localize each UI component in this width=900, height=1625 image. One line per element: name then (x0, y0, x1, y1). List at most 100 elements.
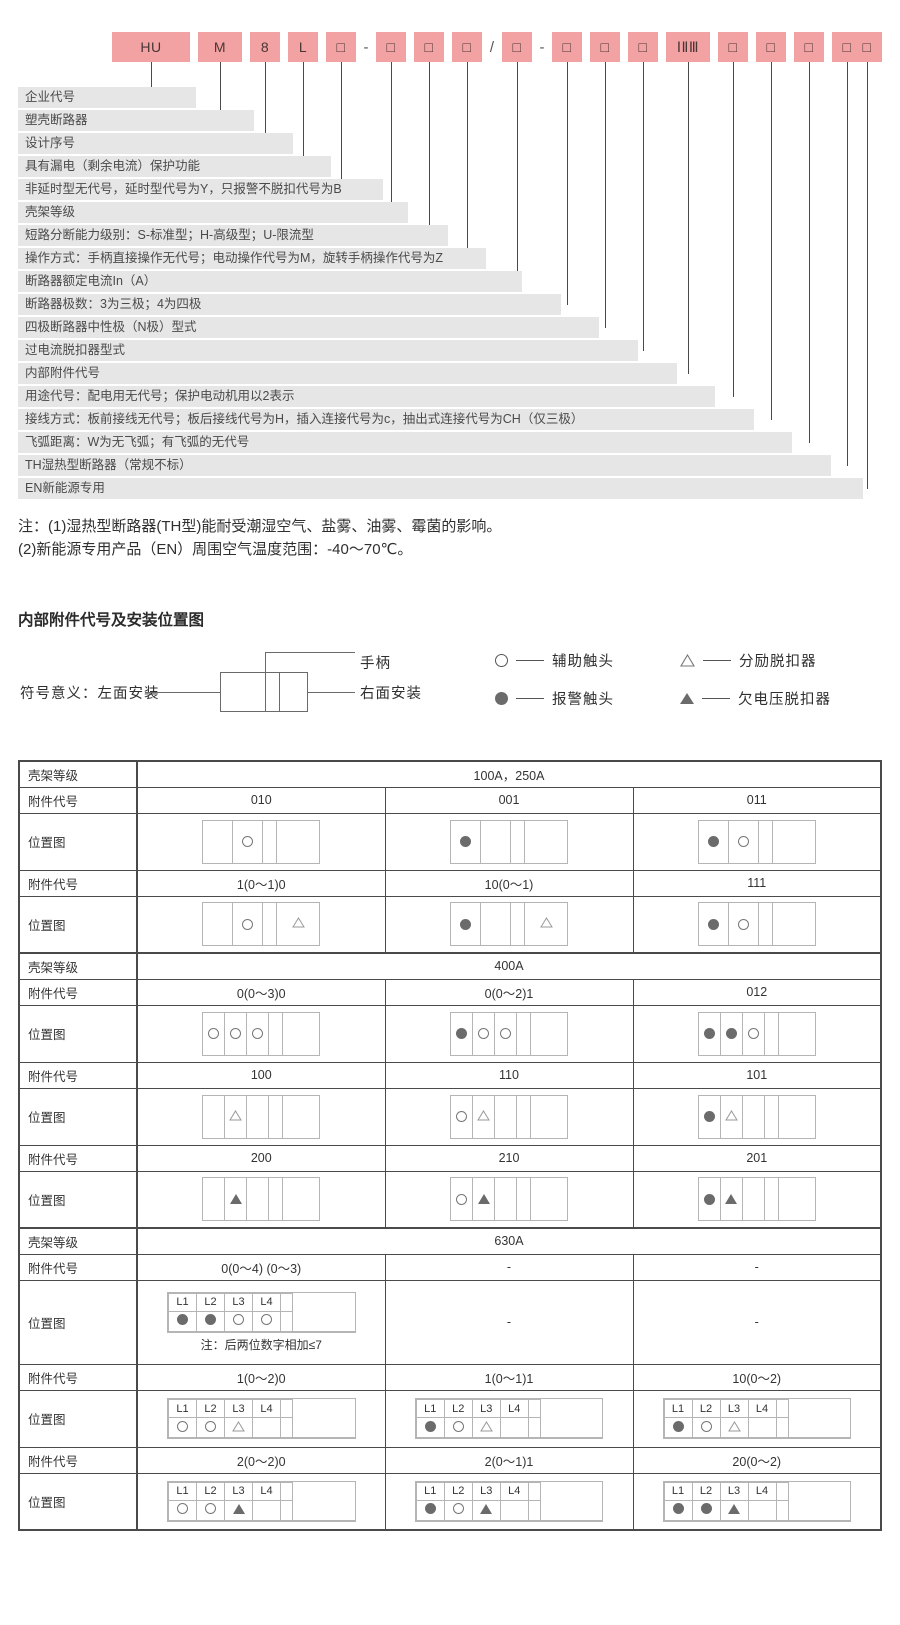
position-diagram-pole-header: L4 (747, 1481, 777, 1501)
legend-item: 报警触头 (495, 688, 614, 709)
position-diagram-slot (252, 1499, 281, 1521)
position-diagram: L1 L2 L3 L4 (390, 1480, 629, 1522)
table-row-label: 位置图 (18, 1004, 138, 1063)
position-diagram-cell: L1 L2 L3 L4 (384, 1389, 634, 1448)
triangle-outline-icon (727, 1420, 741, 1435)
position-diagram-pole-header: L4 (499, 1399, 529, 1418)
circle-outline-icon (737, 918, 749, 930)
accessory-code-value: 101 (632, 1061, 882, 1089)
position-diagram-slot (747, 1417, 777, 1438)
position-diagram-slot (471, 1417, 501, 1438)
position-diagram-cell (136, 812, 386, 871)
position-diagram-pole-header: L4 (252, 1481, 281, 1501)
position-diagram-slot (473, 1095, 495, 1138)
triangle-filled-icon (229, 1194, 242, 1205)
position-diagram: L1 L2 L3 L4 (638, 1480, 877, 1522)
position-diagram-gap (775, 1399, 789, 1418)
position-diagram-pole-header: L4 (499, 1481, 529, 1501)
position-diagram (142, 819, 381, 864)
triangle-outline-icon (291, 917, 305, 931)
model-code-label: TH湿热型断路器（常规不标） (18, 455, 831, 476)
position-diagram-cell (632, 1087, 882, 1146)
position-diagram-gap (280, 1417, 293, 1438)
circle-filled-icon (460, 836, 471, 847)
position-diagram-cell (384, 1170, 634, 1229)
table-row-label: 位置图 (18, 1472, 138, 1531)
position-diagram-slot (691, 1417, 721, 1438)
position-diagram-slot (247, 1178, 270, 1221)
position-diagram-cell: L1 L2 L3 L4 (384, 1472, 634, 1531)
position-diagram-slot (495, 1178, 517, 1221)
table-row-label: 附件代号 (18, 1446, 138, 1474)
circle-filled-icon (703, 1111, 715, 1122)
table-row-label: 壳架等级 (18, 760, 138, 788)
position-diagram-slot (699, 903, 729, 946)
position-diagram-slot (719, 1417, 749, 1438)
position-diagram-pole-header: L2 (443, 1399, 473, 1418)
position-diagram-slot (729, 903, 759, 946)
position-diagram-slot (691, 1499, 721, 1521)
model-code-leader-line (467, 62, 468, 259)
position-diagram-cell (136, 1004, 386, 1063)
position-diagram-slot (168, 1499, 197, 1521)
position-diagram-slot (743, 1178, 765, 1221)
circle-outline-icon (208, 1028, 220, 1039)
position-diagram-slot (263, 820, 278, 863)
position-diagram-cell: L1 L2 L3 L4 (632, 1389, 882, 1448)
position-diagram-pole-header: L3 (719, 1481, 749, 1501)
position-diagram-cell (632, 895, 882, 954)
accessory-code-value: 0(0～4) (0～3) (136, 1253, 386, 1281)
model-code-leader-line (517, 62, 518, 282)
accessory-position-table: 壳架等级 100A，250A 附件代号 010 001 011 位置图 附件代号 1(0～1)0… (18, 760, 882, 1531)
model-code-label: 塑壳断路器 (18, 110, 254, 131)
circle-filled-icon (495, 692, 508, 705)
table-row: 位置图 (18, 1087, 882, 1146)
position-diagram-pole-header: L4 (252, 1399, 281, 1418)
position-diagram-gap (775, 1499, 789, 1521)
position-diagram-pole-header: L1 (168, 1481, 197, 1501)
right-mount-leader (308, 692, 355, 693)
position-diagram-slot (233, 903, 264, 946)
position-diagram-pole-header: L2 (196, 1292, 225, 1312)
circle-filled-icon (424, 1420, 436, 1432)
position-diagram (638, 1177, 877, 1222)
position-diagram (638, 1094, 877, 1139)
position-diagram-slot (699, 1012, 721, 1055)
model-code-label: 过电流脱扣器型式 (18, 340, 638, 361)
table-row: 壳架等级 630A (18, 1227, 882, 1255)
position-diagram-slot (203, 1178, 226, 1221)
model-code-box: □ (852, 32, 882, 62)
circle-filled-icon (205, 1314, 216, 1325)
position-diagram-slot (699, 1178, 721, 1221)
position-diagram-slot (471, 1499, 501, 1521)
frame-level-value: 630A (136, 1227, 882, 1255)
model-code-leader-line (391, 62, 392, 213)
position-diagram-slot (495, 1095, 517, 1138)
position-diagram-slot (511, 820, 525, 863)
position-diagram-cell (384, 812, 634, 871)
position-diagram-slot (495, 1012, 517, 1055)
model-code-row: HU M 8 L □ - □ □ □ / □ - □ □ □ ⅠⅡⅢ □ □ □ □ □ (0, 32, 900, 64)
position-diagram-slot (779, 1178, 815, 1220)
model-code-label: 设计序号 (18, 133, 293, 154)
model-code-box: □ (502, 32, 532, 62)
circle-filled-icon (177, 1314, 188, 1325)
position-diagram-slot (203, 1012, 226, 1055)
circle-filled-icon (672, 1503, 684, 1515)
model-code-label: EN新能源专用 (18, 478, 863, 499)
triangle-outline-icon (680, 654, 695, 667)
model-code-label: 具有漏电（剩余电流）保护功能 (18, 156, 331, 177)
position-diagram-gap (280, 1499, 293, 1521)
position-diagram-slot (663, 1417, 693, 1438)
position-diagram-slot (747, 1499, 777, 1521)
position-diagram-slot (699, 1095, 721, 1138)
table-row-label: 位置图 (18, 1170, 138, 1229)
position-diagram (390, 1177, 629, 1222)
position-diagram-gap (280, 1481, 293, 1501)
circle-outline-icon (456, 1193, 467, 1205)
position-diagram-slot (225, 1095, 248, 1138)
accessory-code-value: 10(0～1) (384, 869, 634, 897)
position-diagram-blank (539, 1399, 603, 1438)
position-diagram-slot (283, 1096, 319, 1138)
table-row: 位置图 (18, 1170, 882, 1229)
